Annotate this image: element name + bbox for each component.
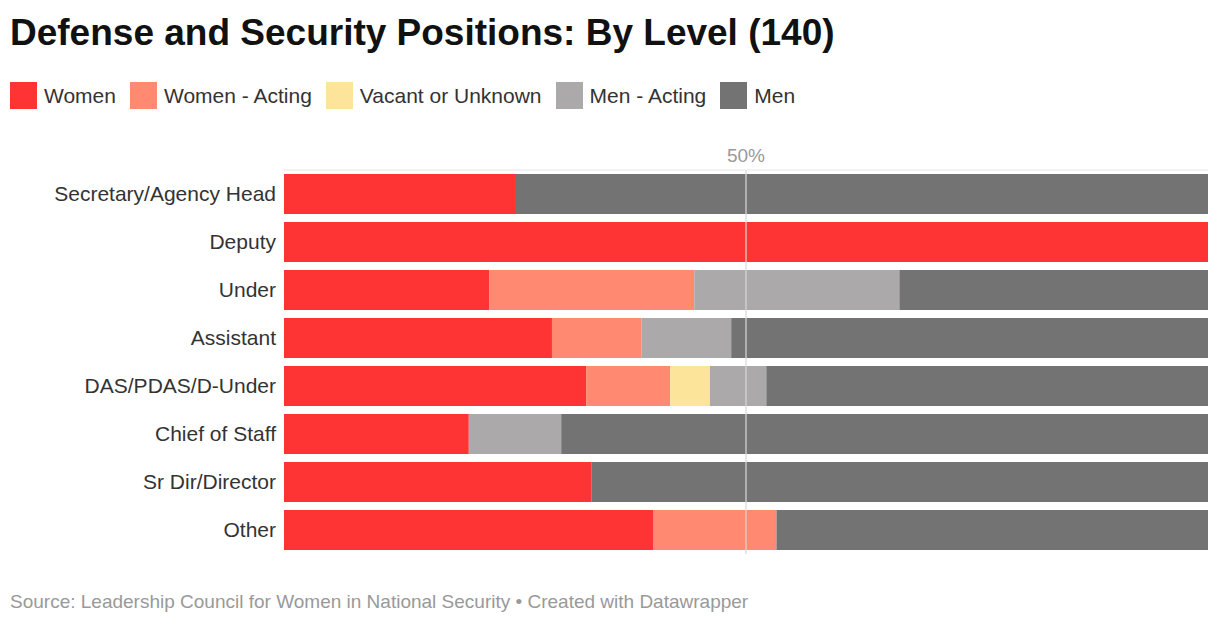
html-text:Vacant or Unknown: Vacant or Unknown bbox=[359, 83, 542, 107]
html-text:Men - Acting: Men - Acting bbox=[589, 83, 707, 107]
svg-text:Other: Other bbox=[223, 518, 276, 541]
html-text:Women: Women bbox=[44, 83, 116, 107]
svg-text:Sr Dir/Director: Sr Dir/Director bbox=[143, 470, 276, 493]
html-text:Defense and Security Positions: Defense and Security Positions: By Level… bbox=[10, 12, 835, 53]
svg-text:Under: Under bbox=[219, 278, 276, 301]
svg-text:DAS/PDAS/D-Under: DAS/PDAS/D-Under bbox=[85, 374, 276, 397]
svg-text:Chief of Staff: Chief of Staff bbox=[155, 422, 276, 445]
svg-text:50%: 50% bbox=[727, 145, 765, 166]
svg-text:Deputy: Deputy bbox=[209, 230, 276, 253]
html-text:Source: Leadership Council for: Source: Leadership Council for Women in … bbox=[10, 591, 749, 612]
html-text:Women - Acting: Women - Acting bbox=[164, 83, 312, 107]
svg-text:Secretary/Agency Head: Secretary/Agency Head bbox=[54, 182, 276, 205]
html-text:Men: Men bbox=[754, 83, 796, 107]
svg-text:Assistant: Assistant bbox=[191, 326, 276, 349]
